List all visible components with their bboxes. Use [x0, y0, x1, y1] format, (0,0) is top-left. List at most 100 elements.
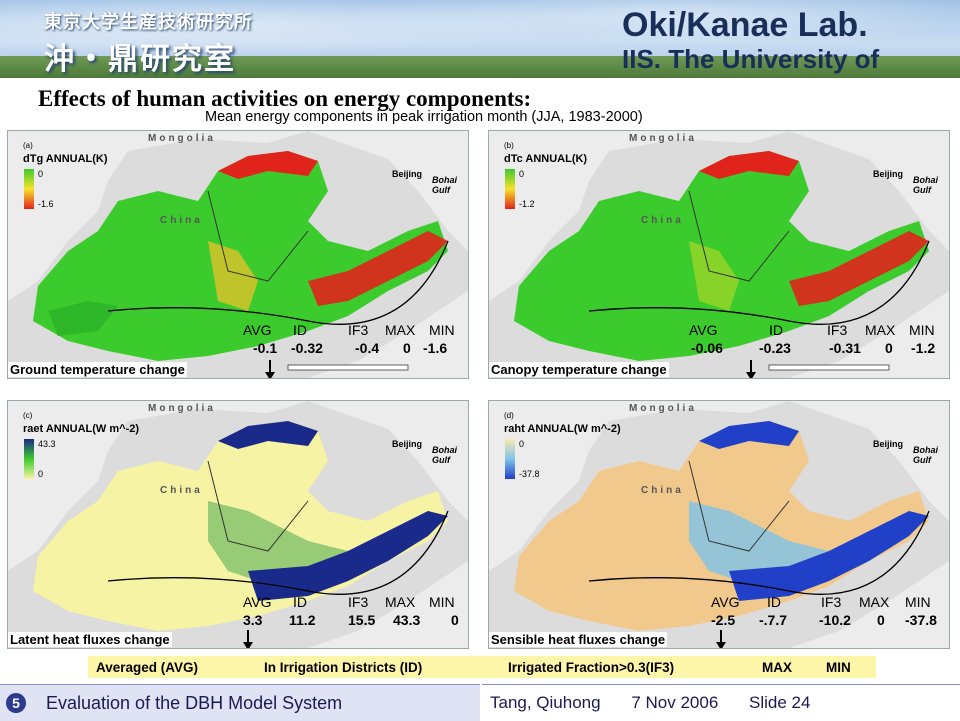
map-panel-canopy-temp: (b) dTc ANNUAL(K) 0 -1.2 Mongolia China … — [488, 130, 950, 379]
section-number-icon: 5 — [6, 693, 26, 713]
label-mongolia: Mongolia — [148, 133, 216, 144]
stat-header-if3: IF3 — [821, 594, 842, 610]
institute-name-jp: 東京大学生産技術研究所 — [44, 12, 253, 33]
panel-letter: (a) — [23, 141, 33, 150]
stat-value-avg: 3.3 — [243, 612, 263, 628]
stat-value-if3: -0.4 — [355, 340, 380, 356]
legend-bottom-value: -1.2 — [519, 199, 535, 209]
panel-caption: Latent heat fluxes change — [8, 632, 172, 647]
section-title: Evaluation of the DBH Model System — [46, 693, 343, 713]
map-latent-heat — [8, 401, 468, 648]
stat-value-min: -37.8 — [905, 612, 937, 628]
stat-value-min: 0 — [451, 612, 459, 628]
institute-name-en: IIS. The University of Tokyo — [622, 44, 880, 78]
abbrev-avg: Averaged (AVG) — [96, 659, 199, 675]
map-panel-latent-heat: (c) raet ANNUAL(W m^-2) 43.3 0 Mongolia … — [7, 400, 469, 649]
label-bohai-gulf: Bohai Gulf — [913, 445, 939, 465]
footer-section: 5 Evaluation of the DBH Model System — [0, 684, 480, 721]
label-beijing: Beijing — [392, 169, 423, 179]
mountain-ridge — [0, 56, 960, 78]
panel-letter: (d) — [504, 411, 514, 420]
lab-name-jp: 沖・鼎研究室 — [44, 42, 236, 77]
label-mongolia: Mongolia — [148, 403, 216, 414]
slide-number: Slide 24 — [749, 693, 811, 712]
abbrev-id: In Irrigation Districts (ID) — [264, 659, 423, 675]
label-china: China — [641, 485, 684, 496]
legend-top-value: 0 — [519, 439, 525, 449]
stat-value-if3: -0.31 — [829, 340, 861, 356]
stat-header-if3: IF3 — [827, 322, 848, 338]
legend-bottom-value: -37.8 — [519, 469, 540, 479]
color-legend-bar — [505, 439, 515, 479]
footer-meta: Tang, Qiuhong 7 Nov 2006 Slide 24 — [482, 684, 960, 721]
slide-footer: 5 Evaluation of the DBH Model System Tan… — [0, 684, 960, 721]
panel-letter: (c) — [23, 411, 33, 420]
stat-header-if3: IF3 — [348, 594, 369, 610]
label-china: China — [160, 485, 203, 496]
stat-header-avg: AVG — [689, 322, 718, 338]
label-mongolia: Mongolia — [629, 133, 697, 144]
arrow-down-icon — [716, 630, 726, 648]
stat-value-id: -.7.7 — [759, 612, 788, 628]
arrow-down-icon — [746, 360, 756, 378]
arrow-down-icon — [265, 360, 275, 378]
label-china: China — [160, 215, 203, 226]
stat-value-if3: 15.5 — [348, 612, 376, 628]
map-title: raht ANNUAL(W m^-2) — [504, 423, 621, 435]
label-beijing: Beijing — [873, 439, 904, 449]
stat-header-avg: AVG — [243, 322, 272, 338]
stat-header-min: MIN — [429, 322, 455, 338]
map-sensible-heat — [489, 401, 949, 648]
stat-header-min: MIN — [905, 594, 931, 610]
legend-bottom-value: 0 — [38, 469, 44, 479]
color-legend-bar — [24, 169, 34, 209]
label-china: China — [641, 215, 684, 226]
stat-header-avg: AVG — [243, 594, 272, 610]
label-beijing: Beijing — [873, 169, 904, 179]
legend-top-value: 0 — [38, 169, 44, 179]
stat-value-min: -1.2 — [911, 340, 936, 356]
abbreviation-legend: Averaged (AVG) In Irrigation Districts (… — [88, 656, 876, 678]
stat-header-max: MAX — [385, 322, 416, 338]
presentation-date: 7 Nov 2006 — [631, 693, 719, 712]
stat-value-min: -1.6 — [423, 340, 448, 356]
legend-bottom-value: -1.6 — [38, 199, 54, 209]
abbrev-min: MIN — [826, 659, 851, 675]
panel-caption: Canopy temperature change — [489, 362, 669, 377]
map-ground-temp — [8, 131, 468, 378]
stat-value-id: -0.32 — [291, 340, 323, 356]
stat-header-max: MAX — [859, 594, 890, 610]
map-canopy-temp — [489, 131, 949, 378]
label-bohai-gulf: Bohai Gulf — [913, 175, 939, 195]
color-legend-bar — [24, 439, 34, 479]
map-title: raet ANNUAL(W m^-2) — [23, 423, 140, 435]
stat-header-max: MAX — [385, 594, 416, 610]
stat-header-id: ID — [293, 594, 307, 610]
abbrev-if3: Irrigated Fraction>0.3(IF3) — [508, 659, 675, 675]
stat-value-max: 0 — [885, 340, 893, 356]
stat-value-id: -0.23 — [759, 340, 791, 356]
map-panel-ground-temp: (a) dTg ANNUAL(K) 0 -1.6 Mongolia China … — [7, 130, 469, 379]
stat-value-max: 0 — [877, 612, 885, 628]
stat-header-min: MIN — [909, 322, 935, 338]
stat-header-id: ID — [769, 322, 783, 338]
label-beijing: Beijing — [392, 439, 423, 449]
slide-title: Effects of human activities on energy co… — [38, 86, 532, 111]
stat-value-avg: -2.5 — [711, 612, 736, 628]
legend-top-value: 0 — [519, 169, 525, 179]
header-banner: 東京大学生産技術研究所 沖・鼎研究室 Oki/Kanae Lab. IIS. T… — [0, 0, 960, 78]
stat-header-id: ID — [767, 594, 781, 610]
stat-header-id: ID — [293, 322, 307, 338]
stat-value-max: 43.3 — [393, 612, 421, 628]
stat-value-avg: -0.1 — [253, 340, 278, 356]
slide-subtitle: Mean energy components in peak irrigatio… — [205, 109, 643, 125]
panel-letter: (b) — [504, 141, 514, 150]
map-title: dTc ANNUAL(K) — [504, 153, 588, 165]
legend-top-value: 43.3 — [38, 439, 56, 449]
color-legend-bar — [505, 169, 515, 209]
stat-value-max: 0 — [403, 340, 411, 356]
stat-header-max: MAX — [865, 322, 896, 338]
stat-value-if3: -10.2 — [819, 612, 851, 628]
stat-header-if3: IF3 — [348, 322, 369, 338]
stat-header-avg: AVG — [711, 594, 740, 610]
